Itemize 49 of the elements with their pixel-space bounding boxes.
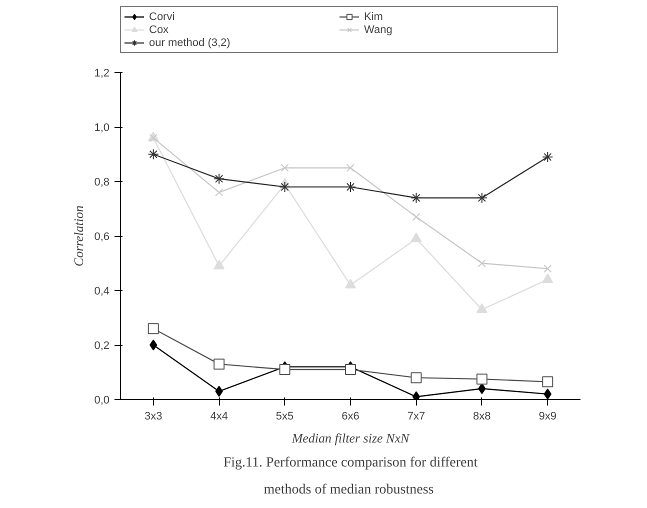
x-axis-title: Median filter size NxN xyxy=(290,430,411,446)
x-tick-label: 3x3 xyxy=(144,410,162,422)
x-tick-label: 5x5 xyxy=(276,410,294,422)
point xyxy=(410,192,422,204)
point xyxy=(214,173,225,184)
point xyxy=(410,372,422,384)
point xyxy=(412,212,420,221)
point xyxy=(215,188,224,196)
legend-label: Cox xyxy=(149,23,170,36)
point xyxy=(345,278,356,288)
point xyxy=(544,388,552,400)
point xyxy=(148,148,159,160)
point xyxy=(280,164,289,172)
x-tick-label: 8x8 xyxy=(473,410,491,422)
y-tick-label: 1,0 xyxy=(94,122,110,134)
x-tick-label: 9x9 xyxy=(538,410,557,422)
point xyxy=(150,340,158,350)
legend-label: Wang xyxy=(364,23,394,36)
point xyxy=(542,376,554,388)
point xyxy=(148,323,159,334)
point xyxy=(346,164,355,172)
point xyxy=(279,364,290,376)
y-tick-label: 0,8 xyxy=(94,176,110,188)
caption: Fig.11. Performance comparison for different methods of median robustness xyxy=(223,456,478,498)
y-tick-label: 0,6 xyxy=(94,231,110,243)
point xyxy=(345,364,356,376)
point xyxy=(279,181,290,192)
y-tick-label: 0,4 xyxy=(94,286,110,298)
legend-label: Kim xyxy=(364,10,384,23)
x-tick-label: 6x6 xyxy=(342,410,360,422)
legend-label: Corvi xyxy=(149,10,176,23)
point xyxy=(476,303,488,313)
y-axis-title: Correlation xyxy=(71,206,86,266)
x-tick-label: 7x7 xyxy=(407,410,426,422)
point xyxy=(410,232,422,242)
x-tick-label: 4x4 xyxy=(210,410,228,422)
point xyxy=(214,260,225,270)
point xyxy=(345,181,356,192)
y-tick-label: 0,0 xyxy=(94,394,110,406)
point xyxy=(214,358,225,370)
legend-label: our method (3,2) xyxy=(149,36,232,49)
point xyxy=(542,151,554,162)
y-tick-label: 0,2 xyxy=(94,340,110,352)
y-tick-label: 1,2 xyxy=(94,68,110,80)
point xyxy=(476,374,488,385)
point xyxy=(544,264,552,273)
point xyxy=(542,273,554,283)
point xyxy=(476,192,488,204)
point xyxy=(478,259,486,268)
